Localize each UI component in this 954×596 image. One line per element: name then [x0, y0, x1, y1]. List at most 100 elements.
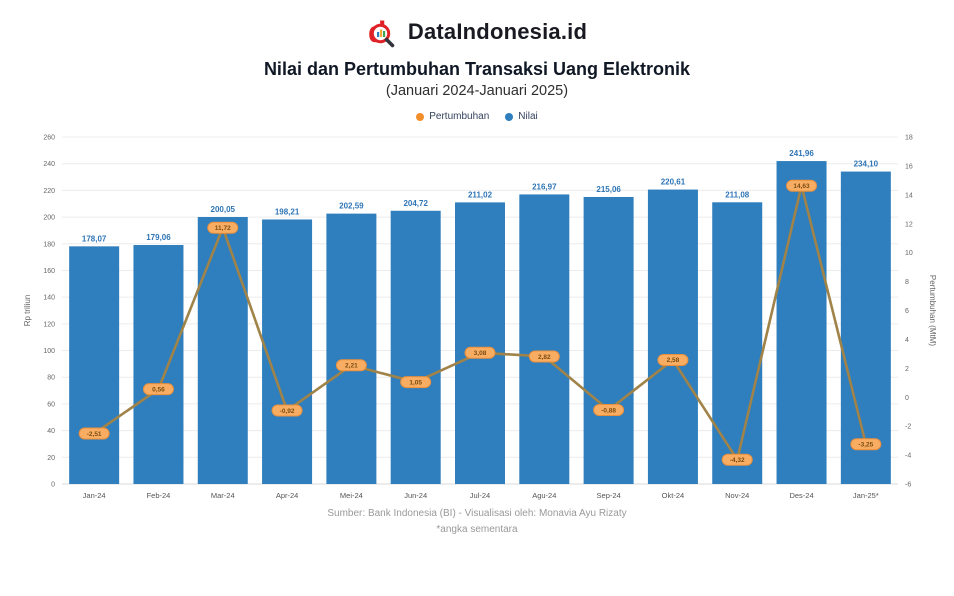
legend-label-nilai: Nilai: [518, 111, 538, 122]
x-tick-label: Sep-24: [597, 491, 621, 500]
nilai-bar: [390, 210, 441, 485]
growth-marker-label: -0,92: [280, 408, 295, 415]
legend-item-nilai: Nilai: [505, 111, 538, 122]
growth-marker: [528, 350, 560, 363]
page-subtitle: (Januari 2024-Januari 2025): [385, 83, 569, 99]
bar-value-label: 178,07: [82, 234, 107, 243]
x-tick-label: Feb-24: [147, 491, 171, 500]
left-axis-tick-label: 160: [43, 268, 55, 275]
growth-marker-label: 3,08: [474, 350, 487, 357]
left-axis-tick-label: 60: [47, 401, 55, 408]
right-axis-tick-label: -4: [905, 453, 911, 460]
nilai-bar: [647, 189, 698, 484]
brand-header: d DataIndonesia.id: [0, 0, 954, 48]
nilai-bar: [583, 196, 634, 485]
nilai-bar: [69, 246, 120, 484]
x-tick-label: Mar-24: [211, 491, 235, 500]
chart-footer: Sumber: Bank Indonesia (BI) - Visualisas…: [0, 506, 954, 538]
legend-item-pertumbuhan: Pertumbuhan: [416, 111, 489, 122]
nilai-bar: [776, 161, 827, 484]
bar-value-label: 241,96: [789, 149, 814, 158]
chart-canvas: 020406080100120140160180200220240260-6-4…: [23, 135, 937, 501]
bar-value-label: 215,06: [596, 185, 621, 194]
right-axis-tick-label: 18: [905, 135, 913, 142]
nilai-bar: [840, 171, 891, 485]
bar-value-label: 216,97: [532, 182, 557, 191]
left-axis-title: Rp triliun: [23, 295, 32, 327]
left-axis-tick-label: 20: [47, 455, 55, 462]
growth-marker: [721, 453, 753, 466]
right-axis-tick-label: 6: [905, 308, 909, 315]
x-tick-label: Agu-24: [532, 491, 556, 500]
left-axis-tick-label: 200: [43, 215, 55, 222]
nilai-legend-dot-icon: [505, 112, 514, 121]
source-note: Sumber: Bank Indonesia (BI) - Visualisas…: [327, 508, 627, 519]
growth-marker: [400, 376, 432, 389]
bar-value-label: 211,08: [725, 190, 750, 199]
nilai-bar: [133, 245, 184, 484]
growth-marker-label: 2,58: [667, 357, 680, 364]
right-axis-tick-label: 0: [905, 395, 909, 402]
nilai-bar: [455, 202, 505, 485]
growth-marker-label: 1,05: [409, 379, 422, 386]
right-axis-tick-label: 8: [905, 279, 909, 286]
x-tick-label: Okt-24: [662, 491, 685, 500]
right-axis-tick-label: -6: [905, 482, 911, 489]
growth-marker: [142, 383, 174, 396]
dataindonesia-logo-icon: d: [368, 16, 395, 48]
right-axis-tick-label: 12: [905, 221, 913, 228]
x-tick-label: Jan-25*: [853, 491, 879, 500]
bar-value-label: 204,72: [403, 199, 428, 208]
bar-value-label: 234,10: [854, 160, 879, 169]
x-tick-label: Jun-24: [404, 491, 427, 500]
right-axis-tick-label: -2: [905, 424, 911, 431]
bar-value-label: 211,02: [468, 190, 493, 199]
left-axis-tick-label: 140: [43, 295, 55, 302]
growth-marker-label: 2,21: [345, 363, 358, 370]
right-axis-tick-label: 2: [905, 366, 909, 373]
chart-legend: Pertumbuhan Nilai: [0, 111, 954, 122]
left-axis-tick-label: 120: [43, 321, 55, 328]
nilai-bar: [262, 219, 313, 484]
brand-name: DataIndonesia.id: [407, 19, 588, 44]
legend-label-pertumbuhan: Pertumbuhan: [429, 111, 490, 122]
growth-marker: [207, 221, 239, 234]
x-tick-label: Des-24: [789, 491, 813, 500]
nilai-bar: [712, 202, 763, 485]
bar-value-label: 200,05: [211, 205, 236, 214]
left-axis-tick-label: 0: [51, 482, 55, 489]
right-axis-tick-label: 4: [905, 337, 909, 344]
growth-marker-label: -3,25: [858, 442, 873, 449]
growth-marker-label: 11,72: [215, 225, 231, 232]
growth-marker-label: 2,82: [538, 354, 551, 361]
growth-marker: [850, 438, 882, 451]
x-tick-label: Nov-24: [725, 491, 749, 500]
right-axis-title: Pertumbuhan (MtM): [928, 275, 937, 346]
growth-marker: [78, 427, 110, 440]
x-tick-label: Apr-24: [276, 491, 299, 500]
nilai-bar: [326, 213, 377, 484]
right-axis-tick-label: 10: [905, 250, 913, 257]
bar-value-label: 202,59: [339, 202, 364, 211]
right-axis-tick-label: 16: [905, 163, 913, 170]
bar-value-label: 198,21: [275, 207, 300, 216]
bar-value-label: 220,61: [661, 178, 686, 187]
left-axis-tick-label: 260: [43, 135, 55, 142]
left-axis-tick-label: 180: [43, 241, 55, 248]
pertumbuhan-legend-dot-icon: [416, 112, 425, 121]
growth-marker-label: 0,56: [152, 386, 165, 393]
left-axis-tick-label: 80: [47, 375, 55, 382]
left-axis-tick-label: 240: [43, 161, 55, 168]
growth-marker-label: 14,63: [793, 183, 810, 190]
preliminary-note: *angka sementara: [436, 524, 518, 535]
growth-marker: [786, 179, 818, 192]
x-tick-label: Mei-24: [340, 491, 363, 500]
bar-value-label: 179,06: [146, 233, 171, 242]
growth-marker: [464, 346, 496, 359]
nilai-bar: [519, 194, 570, 484]
right-axis-tick-label: 14: [905, 192, 913, 199]
nilai-bar: [197, 217, 248, 484]
growth-marker: [593, 403, 625, 416]
growth-marker-label: -0,88: [601, 407, 616, 414]
